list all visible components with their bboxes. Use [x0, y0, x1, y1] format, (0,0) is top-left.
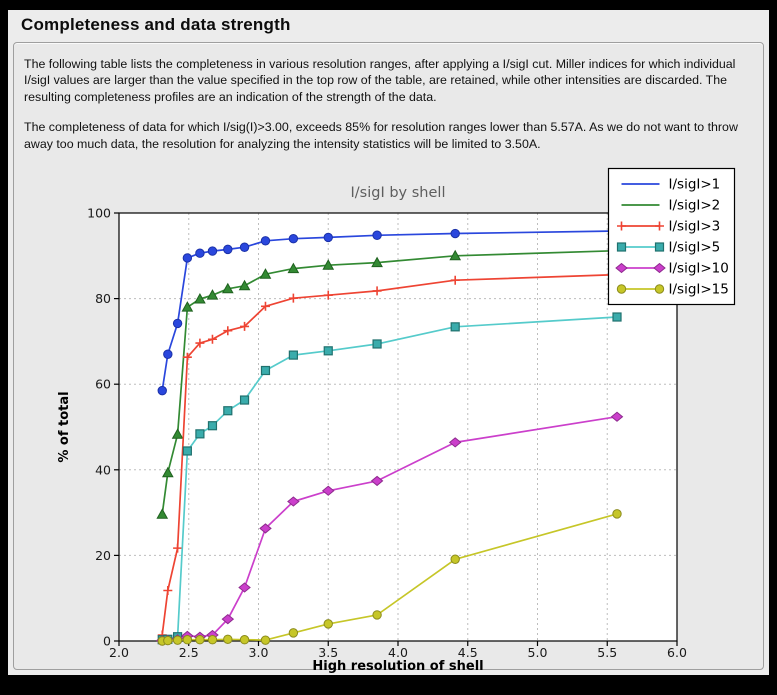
x-axis-label: High resolution of shell — [312, 659, 483, 674]
x-tick-label: 4.5 — [458, 645, 478, 660]
x-tick-label: 6.0 — [667, 645, 687, 660]
x-tick-label: 3.5 — [318, 645, 338, 660]
legend-label: I/sigI>2 — [669, 198, 721, 214]
y-tick-label: 0 — [103, 634, 111, 649]
legend-entry: I/sigI>10 — [615, 261, 729, 277]
x-tick-label: 5.0 — [528, 645, 548, 660]
intro-paragraph-2: The completeness of data for which I/sig… — [24, 120, 738, 151]
legend-entry: I/sigI>3 — [617, 219, 720, 235]
series-i-sigi-1 — [157, 226, 622, 396]
chart-title: I/sigI by shell — [351, 185, 446, 201]
legend-entry: I/sigI>2 — [621, 198, 721, 214]
legend-label: I/sigI>15 — [669, 282, 729, 298]
x-tick-label: 3.0 — [249, 645, 269, 660]
legend-entry: I/sigI>1 — [621, 177, 721, 193]
page-title: Completeness and data strength — [21, 15, 291, 34]
series-i-sigi-3 — [157, 270, 622, 640]
legend-entry: I/sigI>5 — [616, 240, 721, 256]
series-i-sigi-2 — [156, 244, 623, 519]
y-tick-label: 60 — [95, 377, 111, 392]
x-tick-label: 2.0 — [109, 645, 129, 660]
legend-label: I/sigI>1 — [669, 177, 721, 193]
y-tick-label: 40 — [95, 462, 111, 477]
intro-paragraph-1: The following table lists the completene… — [24, 57, 736, 104]
legend-label: I/sigI>10 — [669, 261, 729, 277]
y-axis-label: % of total — [57, 391, 72, 462]
y-tick-label: 100 — [87, 206, 111, 221]
plot-area — [119, 213, 677, 641]
legend-label: I/sigI>5 — [669, 240, 721, 256]
series-i-sigi-15 — [157, 509, 622, 646]
legend-entry: I/sigI>15 — [616, 282, 729, 298]
chart-legend: I/sigI>1 I/sigI>2 I/sigI>3 I/sigI>5 I/sigI>1… — [607, 167, 736, 306]
y-tick-label: 80 — [95, 291, 111, 306]
x-tick-label: 4.0 — [388, 645, 408, 660]
y-tick-label: 20 — [95, 548, 111, 563]
x-tick-label: 2.5 — [179, 645, 199, 660]
x-tick-label: 5.5 — [597, 645, 617, 660]
legend-label: I/sigI>3 — [669, 219, 721, 235]
